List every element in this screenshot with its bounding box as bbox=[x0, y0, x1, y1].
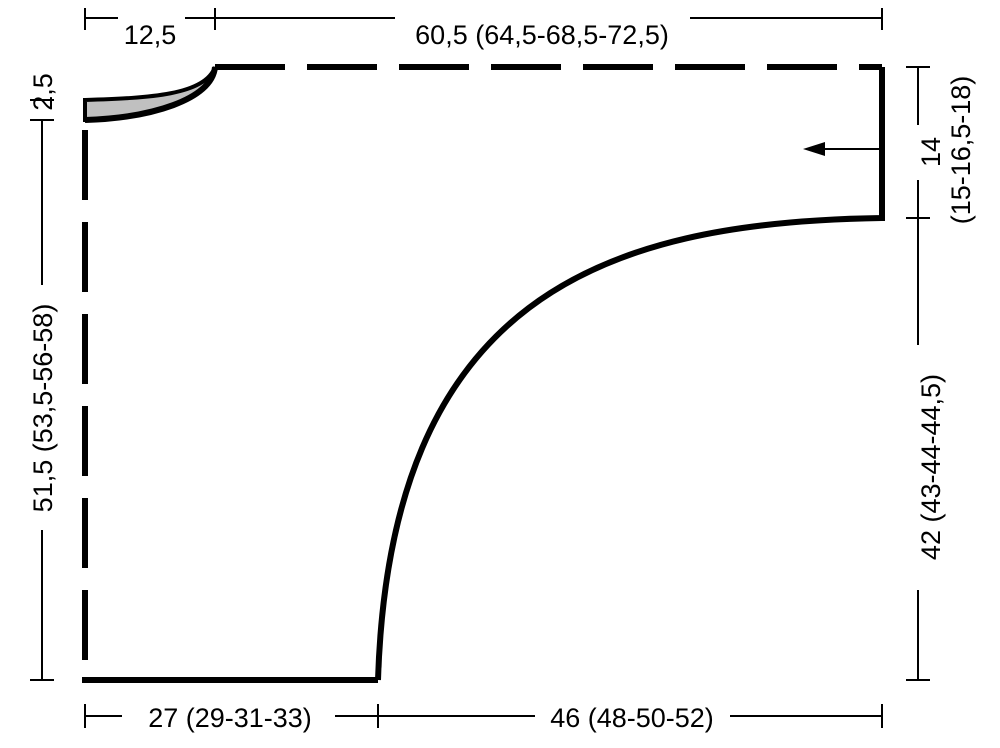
arrow-left-icon bbox=[803, 142, 882, 156]
dimension-lines bbox=[30, 8, 930, 728]
dim-right-top-2: (15-16,5-18) bbox=[946, 76, 976, 225]
dim-left-small: 2,5 bbox=[28, 73, 58, 111]
dim-bottom-right: 46 (48-50-52) bbox=[550, 703, 714, 733]
dim-right-top-1: 14 bbox=[916, 137, 946, 167]
dim-bottom-left: 27 (29-31-33) bbox=[148, 703, 312, 733]
dim-left-main: 51,5 (53,5-56-58) bbox=[28, 304, 58, 513]
neck-curve bbox=[84, 66, 218, 123]
dim-right-bottom: 42 (43-44-44,5) bbox=[916, 374, 946, 560]
right-edge-and-curve bbox=[375, 67, 885, 681]
dim-top-left: 12,5 bbox=[124, 20, 177, 50]
dim-top-right: 60,5 (64,5-68,5-72,5) bbox=[415, 20, 669, 50]
